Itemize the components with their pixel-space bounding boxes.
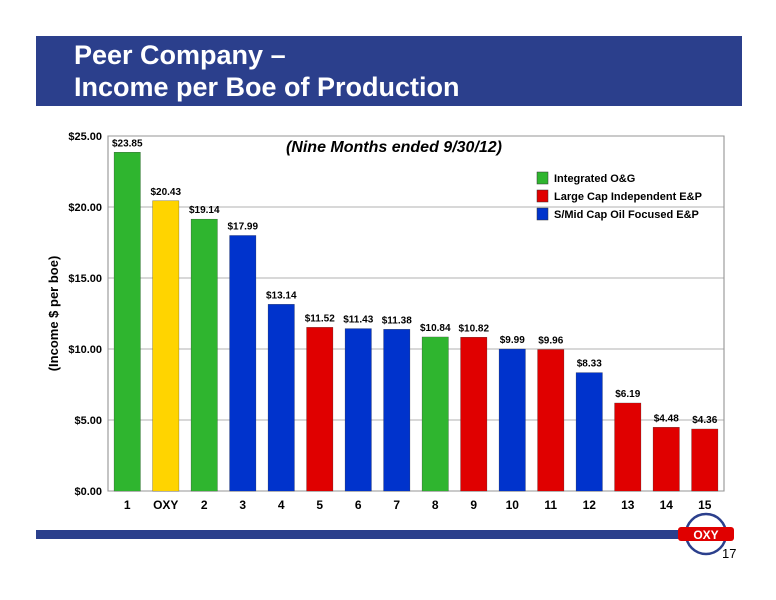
y-axis-label: (Income $ per boe): [46, 256, 61, 372]
data-label: $10.84: [420, 323, 451, 334]
bar-shading: [691, 429, 718, 491]
data-label: $8.33: [577, 359, 602, 370]
x-tick-label: 10: [506, 498, 520, 512]
bar-shading: [537, 349, 564, 491]
bar-shading: [268, 304, 295, 491]
bar-shading: [576, 372, 603, 491]
x-tick-label: 7: [393, 498, 400, 512]
data-label: $20.43: [150, 187, 181, 198]
y-tick-label: $0.00: [74, 486, 102, 498]
x-tick-label: 9: [470, 498, 477, 512]
x-tick-label: 12: [583, 498, 597, 512]
data-label: $4.36: [692, 415, 717, 426]
data-label: $11.43: [343, 315, 373, 326]
y-tick-label: $20.00: [68, 202, 102, 214]
bar-shading: [460, 337, 487, 491]
legend-swatch: [536, 189, 549, 203]
footer-band: [36, 530, 682, 539]
bar-shading: [499, 349, 526, 491]
data-label: $11.38: [382, 315, 412, 326]
x-tick-label: 6: [355, 498, 362, 512]
chart-title: (Nine Months ended 9/30/12): [286, 139, 502, 156]
x-tick-label: 2: [201, 498, 208, 512]
x-tick-label: 15: [698, 498, 712, 512]
slide-title-line-1: Peer Company –: [74, 40, 286, 70]
data-label: $11.52: [305, 313, 335, 324]
y-tick-label: $25.00: [68, 131, 102, 143]
legend-label: S/Mid Cap Oil Focused E&P: [554, 209, 699, 221]
bar-shading: [422, 337, 449, 491]
x-tick-label: 5: [316, 498, 323, 512]
x-tick-label: 1: [124, 498, 131, 512]
bar-shading: [152, 200, 179, 492]
legend-label: Large Cap Independent E&P: [554, 191, 702, 203]
slide-title-line-2: Income per Boe of Production: [74, 72, 460, 102]
bar-shading: [191, 219, 218, 491]
bar-shading: [114, 152, 141, 491]
legend-swatch: [536, 207, 549, 221]
data-label: $19.14: [189, 205, 220, 216]
legend-swatch: [536, 171, 549, 185]
data-label: $10.82: [458, 323, 489, 334]
data-label: $13.14: [266, 290, 297, 301]
y-tick-label: $5.00: [74, 415, 102, 427]
x-tick-label: 11: [544, 498, 557, 512]
logo-text: OXY: [693, 528, 718, 542]
bar-shading: [345, 328, 372, 491]
oxy-logo: OXY: [678, 512, 734, 556]
title-band: [36, 36, 742, 106]
bar-shading: [383, 329, 410, 491]
x-tick-label: 4: [278, 498, 285, 512]
bar-shading: [229, 235, 256, 491]
x-tick-label: 14: [660, 498, 674, 512]
y-tick-label: $15.00: [68, 273, 102, 285]
data-label: $17.99: [227, 222, 258, 233]
y-tick-label: $10.00: [68, 344, 102, 356]
legend-label: Integrated O&G: [554, 173, 635, 185]
data-label: $9.99: [500, 335, 525, 346]
bar-shading: [306, 327, 333, 491]
data-label: $4.48: [654, 413, 679, 424]
bar-shading: [653, 427, 680, 491]
data-label: $9.96: [538, 336, 563, 347]
x-tick-label: 13: [621, 498, 635, 512]
x-tick-label: 3: [239, 498, 246, 512]
x-tick-label: 8: [432, 498, 439, 512]
x-tick-label: OXY: [153, 498, 178, 512]
page-number: 17: [722, 546, 737, 561]
data-label: $6.19: [615, 389, 640, 400]
data-label: $23.85: [112, 138, 143, 149]
bar-shading: [614, 403, 641, 491]
